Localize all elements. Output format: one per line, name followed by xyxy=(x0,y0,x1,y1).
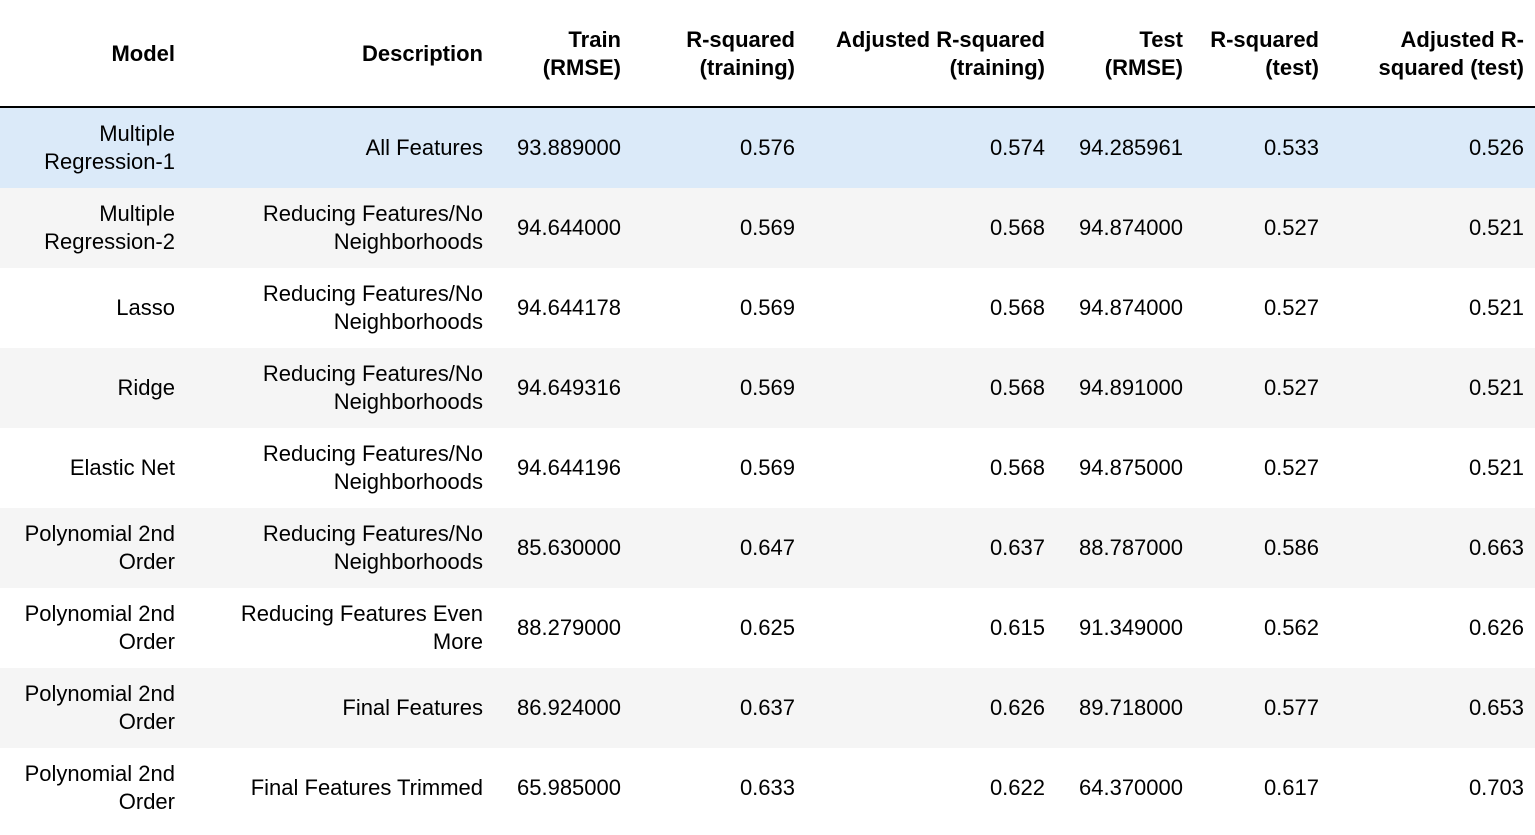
table-row[interactable]: Elastic Net Reducing Features/No Neighbor… xyxy=(0,428,1535,508)
cell-description: Reducing Features/No Neighborhoods xyxy=(186,508,494,588)
cell-r-squared-training: 0.625 xyxy=(632,588,806,668)
cell-train-rmse: 85.630000 xyxy=(494,508,632,588)
cell-train-rmse: 88.279000 xyxy=(494,588,632,668)
column-header-description: Description xyxy=(186,0,494,108)
cell-train-rmse: 94.644000 xyxy=(494,188,632,268)
cell-test-rmse: 94.874000 xyxy=(1056,188,1194,268)
cell-r-squared-training: 0.647 xyxy=(632,508,806,588)
table-row[interactable]: Polynomial 2nd Order Final Features 86.924… xyxy=(0,668,1535,748)
cell-train-rmse: 94.649316 xyxy=(494,348,632,428)
table-header-row: Model Description Train (RMSE) R-squared… xyxy=(0,0,1535,108)
cell-r-squared-training: 0.569 xyxy=(632,268,806,348)
column-header-test-rmse: Test (RMSE) xyxy=(1056,0,1194,108)
cell-test-rmse: 94.875000 xyxy=(1056,428,1194,508)
column-header-model: Model xyxy=(0,0,186,108)
cell-adjusted-r-squared-training: 0.626 xyxy=(806,668,1056,748)
cell-test-rmse: 94.874000 xyxy=(1056,268,1194,348)
cell-model: Multiple Regression-2 xyxy=(0,188,186,268)
column-header-adjusted-r-squared-test: Adjusted R-squared (test) xyxy=(1330,0,1535,108)
cell-r-squared-training: 0.569 xyxy=(632,348,806,428)
cell-description: Reducing Features/No Neighborhoods xyxy=(186,348,494,428)
cell-model: Ridge xyxy=(0,348,186,428)
cell-r-squared-training: 0.569 xyxy=(632,428,806,508)
cell-adjusted-r-squared-test: 0.653 xyxy=(1330,668,1535,748)
cell-r-squared-test: 0.533 xyxy=(1194,107,1330,188)
table-row[interactable]: Ridge Reducing Features/No Neighborhoods 9… xyxy=(0,348,1535,428)
cell-r-squared-training: 0.576 xyxy=(632,107,806,188)
cell-adjusted-r-squared-training: 0.637 xyxy=(806,508,1056,588)
column-header-train-rmse: Train (RMSE) xyxy=(494,0,632,108)
cell-adjusted-r-squared-training: 0.568 xyxy=(806,348,1056,428)
cell-model: Lasso xyxy=(0,268,186,348)
cell-train-rmse: 93.889000 xyxy=(494,107,632,188)
cell-r-squared-test: 0.562 xyxy=(1194,588,1330,668)
cell-adjusted-r-squared-test: 0.626 xyxy=(1330,588,1535,668)
table-row[interactable]: Polynomial 2nd Order Reducing Features Ev… xyxy=(0,588,1535,668)
cell-adjusted-r-squared-test: 0.521 xyxy=(1330,268,1535,348)
cell-train-rmse: 86.924000 xyxy=(494,668,632,748)
cell-description: Final Features xyxy=(186,668,494,748)
cell-adjusted-r-squared-training: 0.568 xyxy=(806,268,1056,348)
cell-adjusted-r-squared-training: 0.568 xyxy=(806,188,1056,268)
column-header-adjusted-r-squared-training: Adjusted R-squared (training) xyxy=(806,0,1056,108)
cell-adjusted-r-squared-training: 0.568 xyxy=(806,428,1056,508)
cell-test-rmse: 64.370000 xyxy=(1056,748,1194,828)
cell-r-squared-training: 0.569 xyxy=(632,188,806,268)
cell-adjusted-r-squared-test: 0.703 xyxy=(1330,748,1535,828)
cell-r-squared-test: 0.527 xyxy=(1194,268,1330,348)
cell-r-squared-training: 0.633 xyxy=(632,748,806,828)
cell-model: Polynomial 2nd Order xyxy=(0,508,186,588)
cell-description: Reducing Features/No Neighborhoods xyxy=(186,268,494,348)
cell-adjusted-r-squared-training: 0.622 xyxy=(806,748,1056,828)
cell-model: Polynomial 2nd Order xyxy=(0,668,186,748)
cell-model: Polynomial 2nd Order xyxy=(0,748,186,828)
cell-description: Final Features Trimmed xyxy=(186,748,494,828)
cell-test-rmse: 94.285961 xyxy=(1056,107,1194,188)
cell-adjusted-r-squared-test: 0.521 xyxy=(1330,188,1535,268)
cell-test-rmse: 89.718000 xyxy=(1056,668,1194,748)
cell-r-squared-test: 0.527 xyxy=(1194,188,1330,268)
table-row[interactable]: Lasso Reducing Features/No Neighborhoods 9… xyxy=(0,268,1535,348)
cell-r-squared-test: 0.586 xyxy=(1194,508,1330,588)
cell-description: Reducing Features/No Neighborhoods xyxy=(186,188,494,268)
cell-adjusted-r-squared-training: 0.574 xyxy=(806,107,1056,188)
cell-r-squared-test: 0.527 xyxy=(1194,428,1330,508)
cell-r-squared-test: 0.617 xyxy=(1194,748,1330,828)
table-row[interactable]: Polynomial 2nd Order Final Features Trimm… xyxy=(0,748,1535,828)
cell-description: All Features xyxy=(186,107,494,188)
cell-test-rmse: 91.349000 xyxy=(1056,588,1194,668)
cell-train-rmse: 94.644178 xyxy=(494,268,632,348)
column-header-r-squared-test: R-squared (test) xyxy=(1194,0,1330,108)
table-row[interactable]: Polynomial 2nd Order Reducing Features/No… xyxy=(0,508,1535,588)
cell-r-squared-test: 0.527 xyxy=(1194,348,1330,428)
cell-train-rmse: 94.644196 xyxy=(494,428,632,508)
cell-test-rmse: 94.891000 xyxy=(1056,348,1194,428)
cell-adjusted-r-squared-test: 0.526 xyxy=(1330,107,1535,188)
column-header-r-squared-training: R-squared (training) xyxy=(632,0,806,108)
cell-model: Multiple Regression-1 xyxy=(0,107,186,188)
cell-r-squared-training: 0.637 xyxy=(632,668,806,748)
cell-r-squared-test: 0.577 xyxy=(1194,668,1330,748)
cell-model: Polynomial 2nd Order xyxy=(0,588,186,668)
cell-description: Reducing Features Even More xyxy=(186,588,494,668)
table-row[interactable]: Multiple Regression-1 All Features 93.8890… xyxy=(0,107,1535,188)
cell-adjusted-r-squared-training: 0.615 xyxy=(806,588,1056,668)
cell-train-rmse: 65.985000 xyxy=(494,748,632,828)
table-row[interactable]: Multiple Regression-2 Reducing Features/N… xyxy=(0,188,1535,268)
cell-adjusted-r-squared-test: 0.663 xyxy=(1330,508,1535,588)
cell-adjusted-r-squared-test: 0.521 xyxy=(1330,428,1535,508)
table-body: Multiple Regression-1 All Features 93.8890… xyxy=(0,107,1535,828)
cell-model: Elastic Net xyxy=(0,428,186,508)
cell-test-rmse: 88.787000 xyxy=(1056,508,1194,588)
cell-adjusted-r-squared-test: 0.521 xyxy=(1330,348,1535,428)
cell-description: Reducing Features/No Neighborhoods xyxy=(186,428,494,508)
